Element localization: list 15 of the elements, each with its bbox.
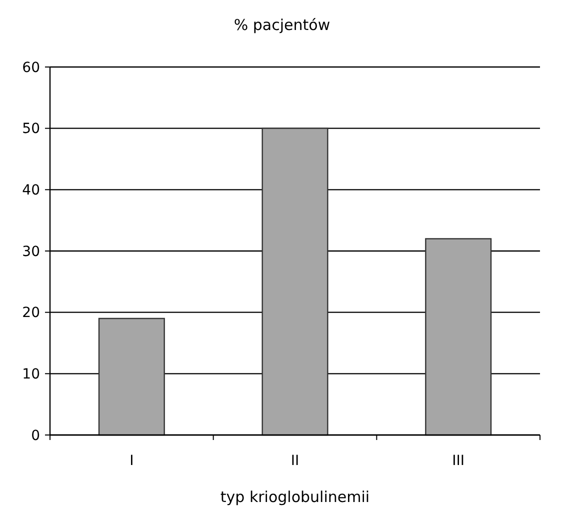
y-tick-label: 50 [22, 121, 40, 138]
x-tick-label: I [130, 453, 134, 469]
x-tick-label: III [452, 453, 465, 469]
bar [425, 238, 492, 436]
bar [98, 318, 165, 436]
x-axis-title: typ krioglobulinemii [220, 488, 370, 506]
chart-title: % pacjentów [234, 16, 330, 34]
y-tick-label: 40 [22, 182, 40, 199]
y-tick-label: 10 [22, 366, 40, 383]
y-tick-label: 60 [22, 60, 40, 76]
y-tick-label: 30 [22, 244, 40, 260]
y-tick-label: 20 [22, 305, 40, 322]
bar [262, 128, 328, 436]
y-tick-label: 0 [31, 428, 40, 444]
x-tick-label: II [290, 453, 300, 469]
